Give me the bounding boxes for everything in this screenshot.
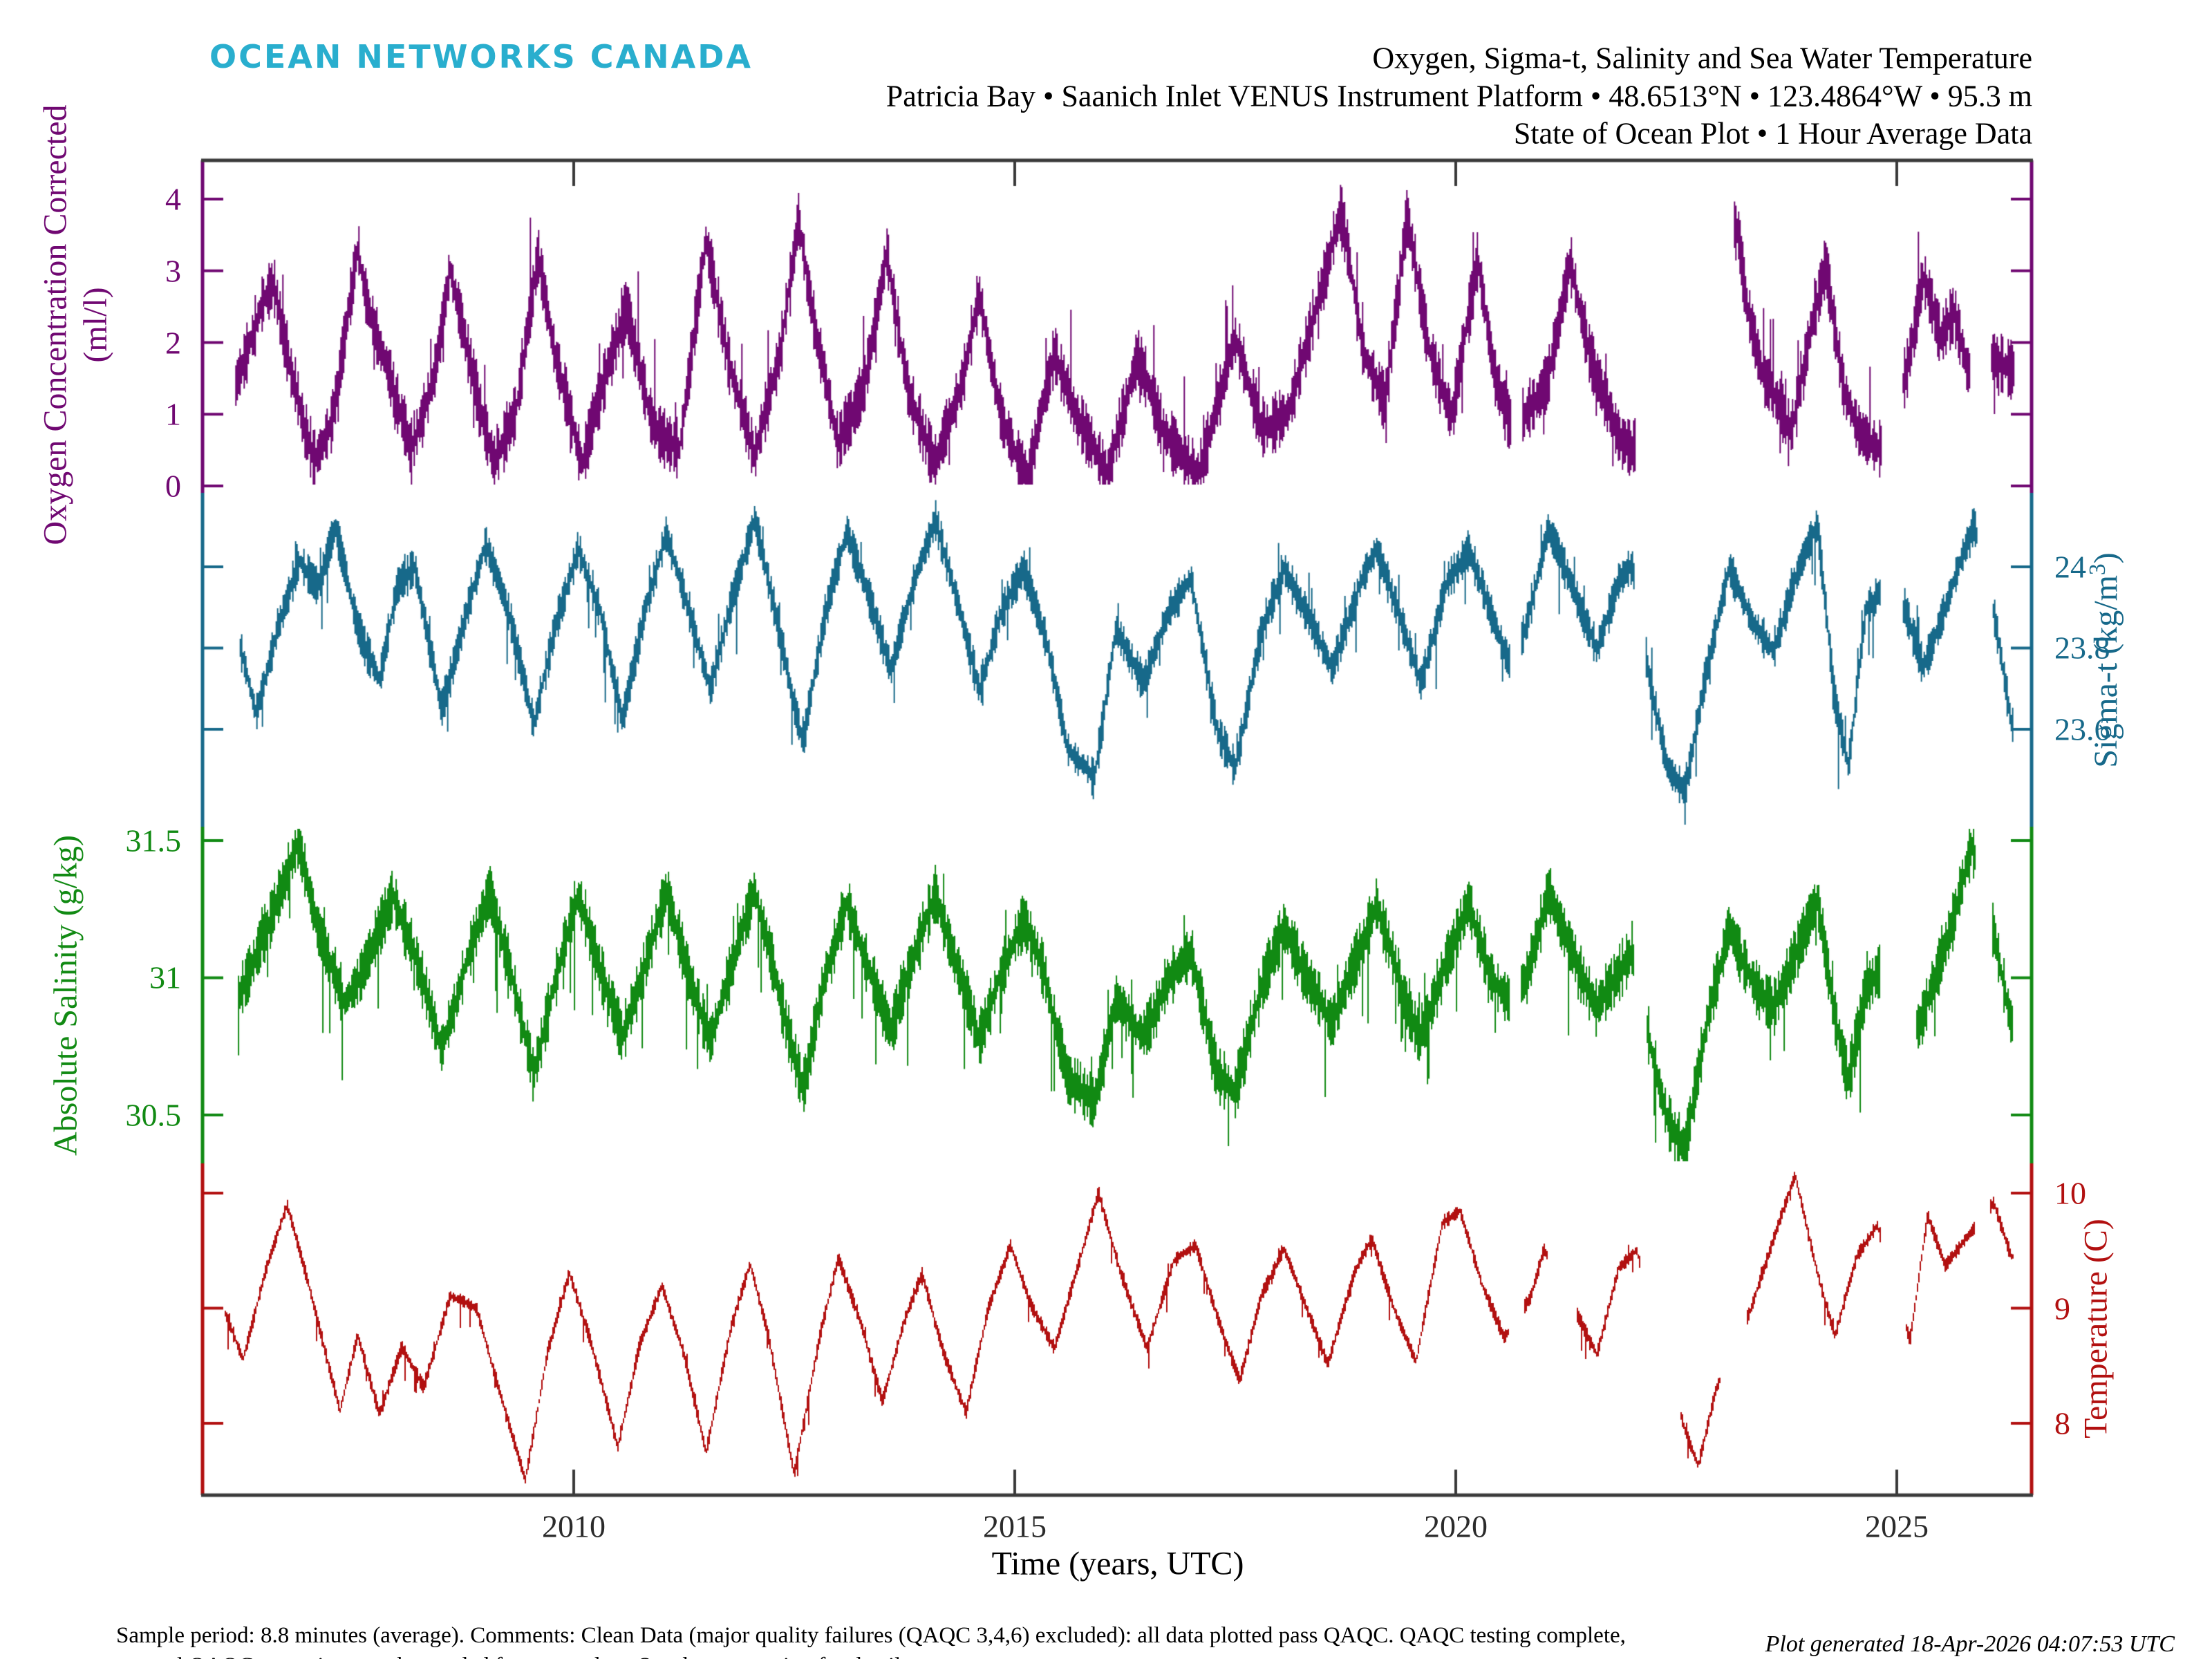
sigma-t-tick-23-8: 23.8 — [2054, 630, 2110, 666]
temperature-axis-label: Temperature (C) — [2077, 1219, 2115, 1438]
plot-title-line-1: Oxygen, Sigma-t, Salinity and Sea Water … — [1372, 41, 2032, 75]
temperature-tick-8: 8 — [2054, 1405, 2070, 1441]
plot-title-line-3: State of Ocean Plot • 1 Hour Average Dat… — [1513, 116, 2032, 151]
plot-generated-timestamp: Plot generated 18-Apr-2026 04:07:53 UTC — [1765, 1631, 2175, 1657]
x-tick-2010: 2010 — [542, 1508, 606, 1544]
x-tick-2015: 2015 — [983, 1508, 1047, 1544]
footer-comments-line2: manual QAQC screening may be needed for … — [116, 1653, 915, 1659]
oxygen-axis-label-line2: (ml/l) — [77, 287, 114, 363]
oxygen-tick-4: 4 — [165, 181, 181, 217]
oxygen-tick-0: 0 — [165, 468, 181, 504]
x-tick-2020: 2020 — [1424, 1508, 1488, 1544]
sigma-t-axis-label-sup: 3 — [2085, 563, 2110, 576]
salinity-tick-31-5: 31.5 — [125, 823, 182, 859]
sigma-t-tick-23-6: 23.6 — [2054, 711, 2110, 747]
sigma-t-axis-label-suffix: ) — [2088, 552, 2124, 564]
x-axis-label: Time (years, UTC) — [991, 1545, 1244, 1582]
oxygen-axis-label-line1: Oxygen Concentration Corrected — [37, 104, 74, 545]
oxygen-tick-3: 3 — [165, 253, 181, 289]
salinity-tick-30-5: 30.5 — [125, 1097, 182, 1133]
temperature-tick-9: 9 — [2054, 1291, 2070, 1327]
salinity-tick-31: 31 — [149, 959, 181, 995]
sigma-t-tick-24: 24 — [2054, 549, 2086, 585]
onc-logo: OCEAN NETWORKS CANADA — [209, 38, 753, 75]
oxygen-tick-1: 1 — [165, 396, 181, 432]
temperature-tick-10: 10 — [2054, 1175, 2086, 1211]
footer-comments-line1: Sample period: 8.8 minutes (average). Co… — [116, 1623, 1626, 1648]
oxygen-tick-2: 2 — [165, 325, 181, 361]
salinity-axis-label: Absolute Salinity (g/kg) — [47, 835, 84, 1156]
plot-title-line-2: Patricia Bay • Saanich Inlet VENUS Instr… — [885, 79, 2032, 113]
x-tick-2025: 2025 — [1865, 1508, 1929, 1544]
